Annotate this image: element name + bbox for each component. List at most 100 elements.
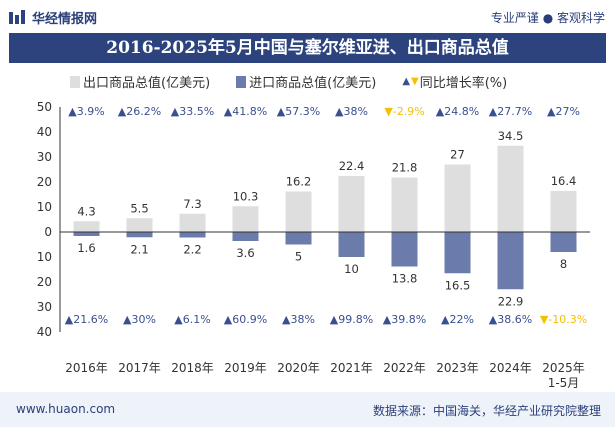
x-tick-label: 2018年 xyxy=(171,361,214,375)
export-bar xyxy=(285,191,312,232)
import-bar xyxy=(550,232,577,252)
brand-logo-icon xyxy=(9,9,25,24)
import-growth-label: ▲60.9% xyxy=(224,313,267,326)
y-tick-label: 20 xyxy=(37,175,52,189)
import-value-label: 2.1 xyxy=(130,242,148,256)
import-bar xyxy=(497,232,524,290)
export-bar xyxy=(444,164,471,232)
export-value-label: 16.2 xyxy=(286,175,312,189)
x-tick-label: 2022年 xyxy=(383,361,426,375)
import-bar xyxy=(285,232,312,245)
export-growth-label: ▲26.2% xyxy=(118,105,161,118)
import-bar xyxy=(232,232,259,241)
y-tick-label: 30 xyxy=(37,300,52,314)
import-value-label: 2.2 xyxy=(183,243,201,257)
x-tick-label: 1-5月 xyxy=(548,376,580,390)
export-value-label: 4.3 xyxy=(77,204,95,218)
footer: www.huaon.com 数据来源：中国海关，华经产业研究院整理 xyxy=(0,392,615,427)
legend-rate-label: 同比增长率(%) xyxy=(419,76,508,91)
export-bar xyxy=(179,213,206,232)
x-tick-label: 2020年 xyxy=(277,361,320,375)
tagline: 专业严谨 ● 客观科学 xyxy=(490,11,605,25)
x-tick-label: 2023年 xyxy=(436,361,479,375)
export-value-label: 7.3 xyxy=(183,197,201,211)
export-bar xyxy=(126,218,153,232)
export-growth-label: ▲24.8% xyxy=(436,105,479,118)
export-growth-label: ▲57.3% xyxy=(277,105,320,118)
import-growth-label: ▲39.8% xyxy=(383,313,426,326)
import-value-label: 1.6 xyxy=(77,241,95,255)
legend-import-swatch xyxy=(236,75,247,88)
legend-export-swatch xyxy=(70,75,80,88)
export-growth-label: ▲27.7% xyxy=(489,105,532,118)
export-value-label: 21.8 xyxy=(392,161,418,175)
chart-area: 50 40 30 20 10 0 10 20 30 40 4.3 1.6 ▲3.9% ▲21.6% 2016… xyxy=(37,100,590,390)
export-value-label: 27 xyxy=(450,148,465,162)
import-growth-label: ▲21.6% xyxy=(65,313,108,326)
import-value-label: 22.9 xyxy=(498,294,524,308)
y-tick-label: 10 xyxy=(37,200,52,214)
import-bar xyxy=(338,232,365,257)
import-growth-label: ▲99.8% xyxy=(330,313,373,326)
import-value-label: 5 xyxy=(295,250,302,264)
y-tick-label: 40 xyxy=(37,125,52,139)
x-tick-label: 2016年 xyxy=(65,361,108,375)
import-value-label: 3.6 xyxy=(236,246,254,260)
import-bar xyxy=(73,232,100,236)
import-growth-label: ▲22% xyxy=(441,313,474,326)
import-bar xyxy=(126,232,153,238)
y-tick-label: 10 xyxy=(37,250,52,264)
brand[interactable]: 华经情报网 xyxy=(8,8,97,27)
triangle-down-icon: ▼ xyxy=(411,76,419,87)
x-tick-label: 2019年 xyxy=(224,361,267,375)
legend-import-label: 进口商品总值(亿美元) xyxy=(249,76,377,91)
chart-title: 2016-2025年5月中国与塞尔维亚进、出口商品总值 xyxy=(9,33,606,63)
y-tick-label: 30 xyxy=(37,150,52,164)
y-tick-label: 20 xyxy=(37,275,52,289)
import-bar xyxy=(444,232,471,274)
import-value-label: 8 xyxy=(560,257,567,271)
legend-export: 出口商品总值(亿美元) xyxy=(70,72,210,91)
y-tick-label: 50 xyxy=(37,100,52,114)
export-bar xyxy=(550,191,577,232)
export-bar xyxy=(73,221,100,232)
legend: 出口商品总值(亿美元) 进口商品总值(亿美元) ▲ ▼ 同比增长率(%) xyxy=(70,72,533,91)
export-growth-label: ▲3.9% xyxy=(68,105,104,118)
import-value-label: 13.8 xyxy=(392,272,418,286)
export-value-label: 10.3 xyxy=(233,189,259,203)
export-growth-label: ▲41.8% xyxy=(224,105,267,118)
export-value-label: 16.4 xyxy=(551,174,577,188)
import-value-label: 16.5 xyxy=(445,278,471,292)
export-growth-label: ▲27% xyxy=(547,105,580,118)
x-tick-label: 2025年 xyxy=(542,361,585,375)
y-tick-label: 0 xyxy=(44,225,52,239)
x-tick-label: 2021年 xyxy=(330,361,373,375)
triangle-up-icon: ▲ xyxy=(402,76,411,87)
legend-export-label: 出口商品总值(亿美元) xyxy=(83,76,211,91)
export-bar xyxy=(391,177,418,232)
footer-website[interactable]: www.huaon.com xyxy=(16,402,116,416)
brand-name: 华经情报网 xyxy=(32,12,98,27)
export-value-label: 22.4 xyxy=(339,159,365,173)
export-growth-label: ▲38% xyxy=(335,105,368,118)
import-value-label: 10 xyxy=(344,262,359,276)
footer-source: 数据来源：中国海关，华经产业研究院整理 xyxy=(372,404,601,418)
export-growth-label: ▼-2.9% xyxy=(384,105,424,118)
import-bar xyxy=(391,232,418,267)
import-growth-label: ▲38% xyxy=(282,313,315,326)
import-growth-label: ▲38.6% xyxy=(489,313,532,326)
import-growth-label: ▲6.1% xyxy=(174,313,210,326)
x-tick-label: 2017年 xyxy=(118,361,161,375)
legend-rate: ▲ ▼ 同比增长率(%) xyxy=(402,72,507,91)
import-growth-label: ▼-10.3% xyxy=(540,313,587,326)
export-bar xyxy=(338,176,365,232)
legend-import: 进口商品总值(亿美元) xyxy=(236,72,376,91)
export-bar xyxy=(497,145,524,232)
x-tick-label: 2024年 xyxy=(489,361,532,375)
export-growth-label: ▲33.5% xyxy=(171,105,214,118)
y-tick-label: 40 xyxy=(37,325,52,339)
top-bar: 华经情报网 专业严谨 ● 客观科学 xyxy=(0,0,615,33)
export-bar xyxy=(232,206,259,232)
export-value-label: 5.5 xyxy=(130,201,148,215)
